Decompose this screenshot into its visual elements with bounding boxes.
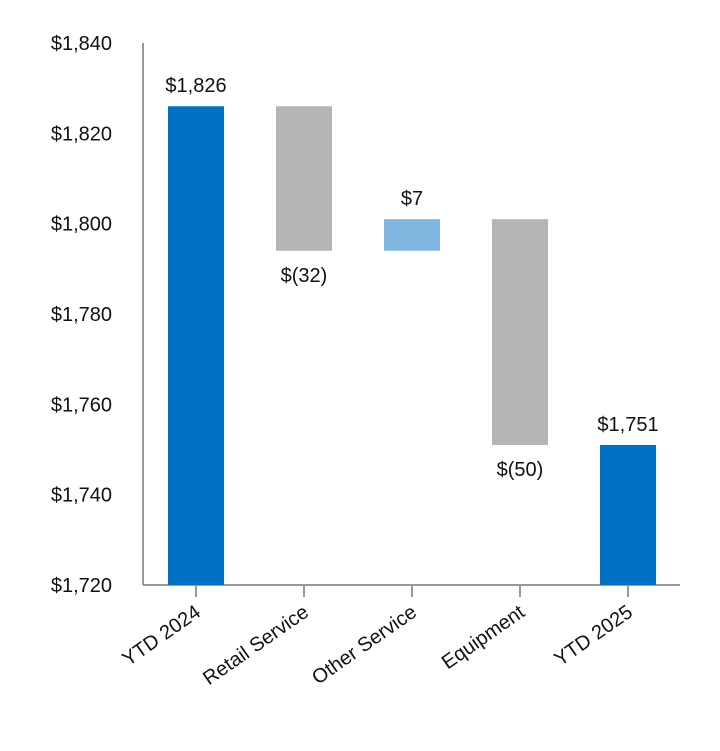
data-label: $(32) [281,265,328,287]
data-labels: $1,826 $(32) $7 $(50) $1,751 [165,75,658,481]
x-tick-label: Other Service [308,601,421,689]
y-tick-label: $1,800 [51,214,112,236]
y-tick-label: $1,720 [51,575,112,597]
bar-other-service [384,219,440,251]
data-label: $(50) [497,459,544,481]
x-tick-label: YTD 2024 [118,601,204,671]
data-label: $1,751 [597,414,658,436]
data-label: $1,826 [165,75,226,97]
x-tick-label: Equipment [438,601,529,674]
bar-retail-service [276,106,332,251]
y-tick-label: $1,840 [51,33,112,55]
x-tick-label: Retail Service [199,601,313,690]
y-tick-label: $1,820 [51,123,112,145]
bar-ytd-2025 [600,444,656,585]
data-label: $7 [401,188,423,210]
bars [168,106,656,585]
y-tick-label: $1,780 [51,304,112,326]
y-axis: $1,720 $1,740 $1,760 $1,780 $1,800 $1,820 $1,8… [51,33,144,597]
x-tick-label: YTD 2025 [550,601,636,671]
bar-equipment [492,219,548,445]
bar-ytd-2024 [168,106,224,585]
y-tick-label: $1,740 [51,485,112,507]
y-tick-label: $1,760 [51,394,112,416]
